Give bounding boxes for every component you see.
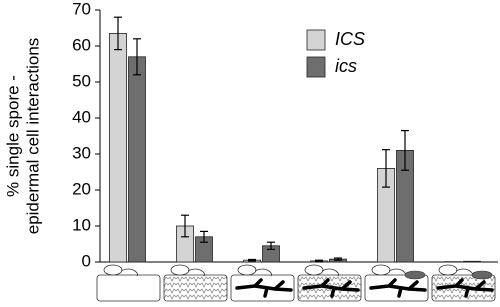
y-axis-label: epidermal cell interactions	[23, 38, 42, 235]
hyphae-icon	[302, 278, 360, 298]
germ-tube-icon	[187, 268, 206, 277]
y-tick-label: 70	[72, 0, 91, 18]
error-bar	[200, 230, 208, 243]
y-axis-label: % single spore -	[3, 75, 22, 197]
category-icon	[163, 274, 228, 302]
y-tick-label: 50	[72, 71, 91, 90]
error-bar	[267, 241, 275, 250]
error-bar	[334, 257, 342, 261]
y-tick-label: 0	[82, 251, 91, 270]
legend-swatch	[306, 29, 326, 51]
spore-icon	[103, 264, 123, 276]
y-tick-label: 30	[72, 143, 91, 162]
hyphae-icon	[436, 278, 494, 298]
legend-swatch	[306, 56, 326, 78]
germ-tube-icon	[254, 268, 273, 277]
error-bar	[382, 149, 390, 188]
y-tick-label: 20	[72, 179, 91, 198]
spore-icon	[170, 264, 190, 276]
error-bar	[181, 214, 189, 238]
hyphae-icon	[369, 278, 427, 298]
germ-tube-icon	[120, 268, 139, 277]
error-bar	[114, 16, 122, 51]
y-tick-label: 10	[72, 215, 91, 234]
spore-icon	[371, 264, 391, 276]
bar	[463, 260, 481, 263]
legend-label: ics	[335, 56, 357, 76]
spore-icon	[304, 264, 324, 276]
y-tick-label: 60	[72, 35, 91, 54]
error-bar	[401, 130, 409, 171]
error-bar	[248, 258, 256, 262]
appressorium-icon	[404, 270, 426, 280]
appressorium-icon	[471, 270, 493, 280]
hyphae-icon	[235, 278, 293, 298]
germ-tube-icon	[321, 268, 340, 277]
error-bar	[315, 259, 323, 263]
bar	[128, 56, 146, 263]
bar	[109, 33, 127, 263]
legend-label: ICS	[335, 29, 365, 49]
spore-icon	[438, 264, 458, 276]
category-icon	[96, 274, 161, 302]
y-tick-label: 40	[72, 107, 91, 126]
error-bar	[133, 38, 141, 76]
spore-icon	[237, 264, 257, 276]
